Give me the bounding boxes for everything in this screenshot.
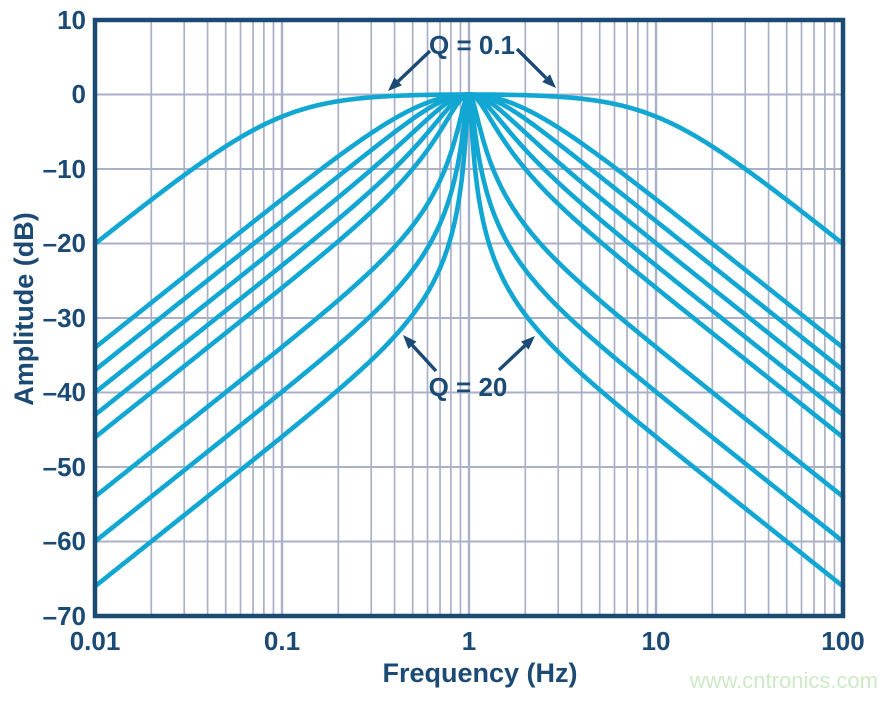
annotation-label-q-0-1: Q = 0.1	[429, 30, 515, 60]
y-tick-label: –30	[42, 303, 86, 333]
watermark: www.cntronics.com	[689, 668, 878, 693]
x-tick-label: 1	[461, 626, 477, 656]
x-tick-label: 100	[821, 626, 865, 656]
annotation-arrow-icon	[388, 47, 556, 373]
x-tick-label: 0.1	[263, 626, 301, 656]
y-tick-label: 0	[71, 79, 86, 109]
x-tick-label: 10	[641, 626, 671, 656]
x-tick-label: 0.01	[69, 626, 121, 656]
y-tick-label: –50	[42, 452, 86, 482]
annotation-label-q-20: Q = 20	[428, 372, 508, 402]
y-tick-label: –20	[42, 228, 86, 258]
y-tick-label: –10	[42, 154, 86, 184]
x-axis-title: Frequency (Hz)	[382, 658, 578, 688]
y-tick-label: 10	[57, 5, 86, 35]
plot-border	[92, 17, 846, 619]
y-axis-title: Amplitude (dB)	[9, 212, 39, 406]
y-tick-label: –70	[42, 601, 86, 631]
y-tick-label: –40	[42, 377, 86, 407]
response-curves	[92, 92, 846, 589]
y-tick-label: –60	[42, 526, 86, 556]
